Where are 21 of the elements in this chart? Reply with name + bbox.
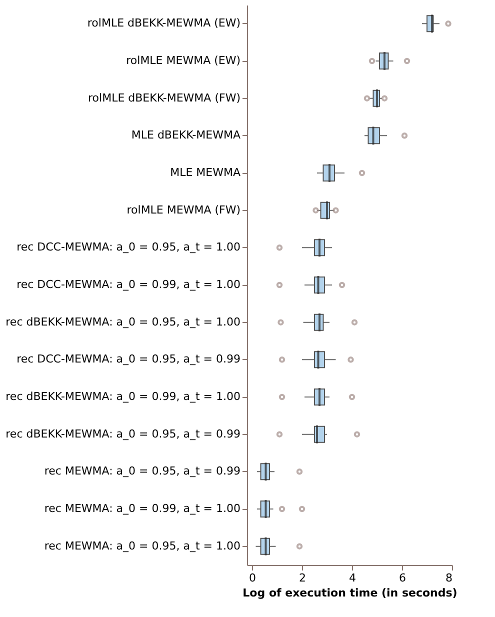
y-tick-label: rec DCC-MEWMA: a_0 = 0.95, a_t = 1.00 [16,240,240,254]
y-tick-label: rec DCC-MEWMA: a_0 = 0.95, a_t = 0.99 [16,352,240,366]
y-tick-label: rec MEWMA: a_0 = 0.95, a_t = 0.99 [44,464,240,478]
y-tick-label: rec dBEKK-MEWMA: a_0 = 0.95, a_t = 0.99 [6,427,240,440]
y-tick-label: rolMLE dBEKK-MEWMA (FW) [88,91,240,104]
y-tick-label: rec MEWMA: a_0 = 0.95, a_t = 1.00 [44,539,240,552]
y-tick-label: rec dBEKK-MEWMA: a_0 = 0.99, a_t = 1.00 [6,390,240,403]
y-tick-label: rec DCC-MEWMA: a_0 = 0.99, a_t = 1.00 [16,278,240,291]
x-tick-label: 2 [299,572,306,584]
y-tick-label: MLE dBEKK-MEWMA [131,128,241,142]
y-tick-label: rolMLE MEWMA (FW) [126,203,240,216]
y-tick-label: rec dBEKK-MEWMA: a_0 = 0.95, a_t = 1.00 [6,315,240,328]
y-tick-label: rec MEWMA: a_0 = 0.99, a_t = 1.00 [44,502,240,515]
y-tick-label: rolMLE dBEKK-MEWMA (EW) [87,16,240,30]
y-tick-label: MLE MEWMA [170,166,241,179]
x-axis-title: Log of execution time (in seconds) [242,586,458,600]
x-tick-label: 0 [249,572,256,584]
y-tick-label: rolMLE MEWMA (EW) [126,54,240,67]
x-tick-label: 4 [349,572,356,584]
x-tick-label: 6 [399,572,406,584]
x-tick-label: 8 [446,572,452,584]
